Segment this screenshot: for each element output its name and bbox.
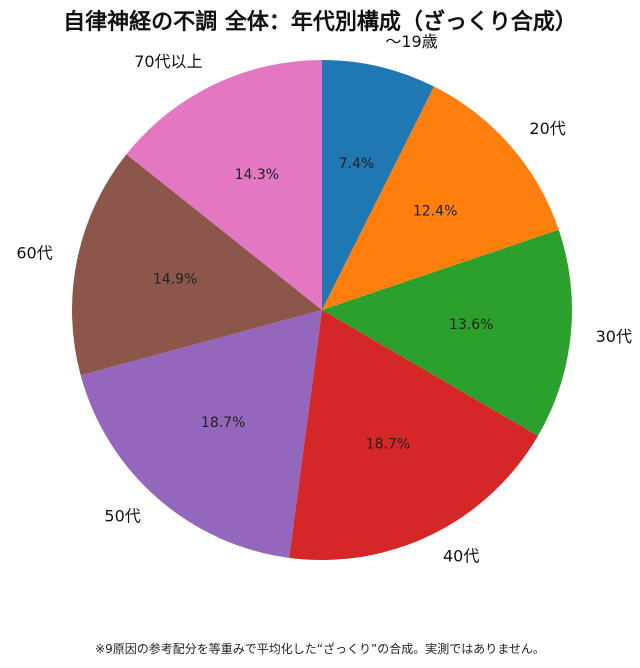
slice-percent-label: 14.9% [153, 272, 197, 288]
slice-percent-label: 18.7% [201, 415, 245, 431]
slice-category-label: 30代 [596, 327, 632, 346]
slice-category-label: 20代 [529, 119, 565, 138]
pie-slice [322, 229, 572, 436]
pie-labels: 7.4% 〜19歳 12.4% 20代 13.6% 30代 18.7% 40代 18.7% 50代… [16, 32, 632, 566]
slice-category-label: 40代 [443, 546, 479, 565]
slice-percent-label: 12.4% [413, 204, 457, 220]
chart-title: 自律神経の不調 全体：年代別構成（ざっくり合成） [63, 10, 577, 35]
slice-category-label: 60代 [16, 244, 52, 263]
slice-category-label: 〜19歳 [385, 32, 437, 51]
slice-category-label: 70代以上 [134, 52, 202, 71]
footnote: ※9原因の参考配分を等重みで平均化した“ざっくり”の合成。実測ではありません。 [95, 642, 545, 656]
pie-slice [71, 154, 322, 376]
slice-percent-label: 13.6% [449, 317, 493, 333]
pie-slice [126, 60, 322, 310]
slice-percent-label: 18.7% [366, 437, 410, 453]
pie-slice [80, 310, 322, 558]
pie-slice [289, 310, 538, 561]
slice-category-label: 50代 [104, 506, 140, 525]
pie-slice [322, 60, 435, 310]
pie-slice [322, 86, 559, 310]
slice-percent-label: 7.4% [339, 156, 375, 172]
pie-slices [71, 60, 572, 561]
slice-percent-label: 14.3% [235, 167, 279, 183]
